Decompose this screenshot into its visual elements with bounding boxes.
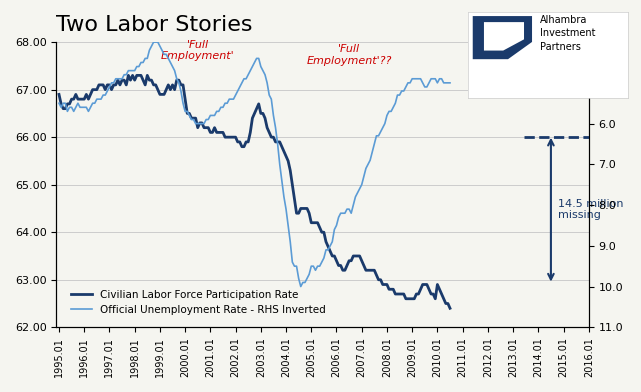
Text: 'Full
Employment'??: 'Full Employment'?? <box>495 44 581 66</box>
Polygon shape <box>473 16 532 59</box>
Text: 14.5 million
missing: 14.5 million missing <box>558 199 624 220</box>
Text: Two Labor Stories: Two Labor Stories <box>56 15 253 35</box>
Text: 'Full
Employment'??: 'Full Employment'?? <box>306 44 392 66</box>
Polygon shape <box>484 22 524 51</box>
Text: Alhambra
Investment
Partners: Alhambra Investment Partners <box>540 15 595 51</box>
Text: 'Full
Employment': 'Full Employment' <box>161 40 235 61</box>
Legend: Civilian Labor Force Participation Rate, Official Unemployment Rate - RHS Invert: Civilian Labor Force Participation Rate,… <box>67 286 330 319</box>
Text: Not a chance: Not a chance <box>503 85 589 98</box>
